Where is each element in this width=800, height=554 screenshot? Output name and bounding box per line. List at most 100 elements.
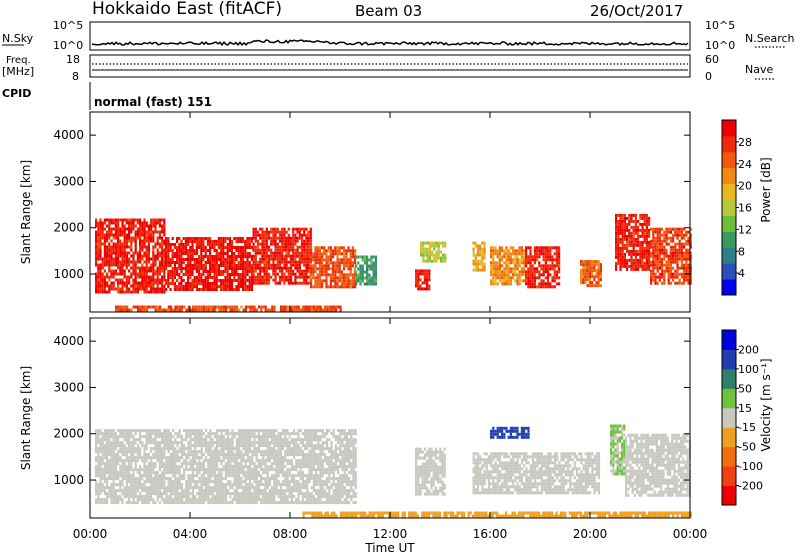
velocity-echo-cell bbox=[130, 429, 133, 433]
power-echo-cell bbox=[246, 243, 249, 246]
velocity-echo-cell bbox=[196, 480, 199, 484]
velocity-echo-cell bbox=[119, 474, 122, 478]
power-echo-cell bbox=[630, 216, 633, 220]
power-echo-cell bbox=[312, 252, 315, 256]
power-echo-cell bbox=[540, 285, 543, 289]
power-echo-cell bbox=[621, 261, 624, 265]
power-echo-cell bbox=[239, 255, 242, 258]
velocity-echo-cell bbox=[99, 444, 102, 448]
velocity-echo-cell bbox=[253, 435, 256, 439]
velocity-echo-cell bbox=[253, 492, 256, 496]
power-echo-cell bbox=[287, 248, 290, 252]
power-echo-cell bbox=[283, 242, 286, 246]
velocity-echo-cell bbox=[134, 456, 137, 460]
power-echo-cell bbox=[498, 273, 501, 277]
power-echo-cell bbox=[345, 255, 348, 259]
power-echo-cell bbox=[599, 275, 602, 279]
velocity-echo-cell bbox=[178, 429, 181, 433]
velocity-echo-cell bbox=[222, 447, 225, 451]
power-echo-cell bbox=[310, 305, 313, 309]
power-echo-cell bbox=[123, 254, 126, 258]
power-echo-cell bbox=[305, 272, 308, 276]
power-echo-cell bbox=[316, 273, 319, 277]
power-echo-cell bbox=[354, 252, 357, 256]
velocity-echo-cell bbox=[260, 450, 263, 454]
power-echo-cell bbox=[520, 249, 523, 253]
power-echo-cell bbox=[591, 284, 594, 288]
power-echo-cell bbox=[103, 233, 106, 237]
velocity-echo-cell bbox=[169, 453, 172, 457]
velocity-echo-cell bbox=[200, 447, 203, 451]
velocity-echo-cell bbox=[242, 495, 245, 499]
power-echo-cell bbox=[103, 251, 106, 255]
power-echo-cell bbox=[687, 230, 690, 234]
power-echo-cell bbox=[476, 250, 480, 254]
velocity-echo-cell bbox=[141, 501, 144, 505]
velocity-echo-cell bbox=[220, 462, 223, 466]
power-echo-cell bbox=[667, 275, 670, 279]
power-echo-cell bbox=[540, 282, 543, 286]
velocity-echo-cell bbox=[255, 465, 258, 469]
power-echo-cell bbox=[176, 279, 179, 282]
velocity-echo-cell bbox=[95, 432, 98, 436]
power-echo-cell bbox=[173, 270, 176, 273]
power-echo-cell bbox=[215, 279, 218, 282]
velocity-echo-cell bbox=[233, 492, 236, 496]
velocity-echo-cell bbox=[123, 429, 126, 433]
velocity-echo-cell bbox=[229, 483, 232, 487]
power-echo-cell bbox=[507, 255, 510, 259]
velocity-echo-cell bbox=[167, 432, 170, 436]
power-echo-cell bbox=[125, 254, 128, 258]
velocity-echo-cell bbox=[97, 486, 100, 490]
velocity-echo-cell bbox=[213, 486, 216, 490]
power-echo-cell bbox=[184, 243, 187, 246]
power-echo-cell bbox=[176, 270, 179, 273]
power-echo-cell bbox=[442, 253, 445, 257]
velocity-echo-cell bbox=[198, 438, 201, 442]
power-echo-cell bbox=[128, 290, 131, 294]
velocity-echo-cell bbox=[117, 483, 120, 487]
power-echo-cell bbox=[191, 273, 194, 276]
velocity-echo-cell bbox=[121, 498, 124, 502]
velocity-echo-cell bbox=[156, 471, 159, 475]
power-echo-cell bbox=[167, 305, 170, 309]
power-echo-cell bbox=[520, 258, 523, 262]
velocity-echo-cell bbox=[136, 444, 139, 448]
power-echo-cell bbox=[158, 242, 161, 246]
velocity-echo-cell bbox=[174, 486, 177, 490]
velocity-echo-cell bbox=[158, 429, 161, 433]
velocity-echo-cell bbox=[134, 447, 137, 451]
velocity-echo-cell bbox=[207, 471, 210, 475]
power-echo-cell bbox=[200, 273, 203, 276]
power-echo-cell bbox=[595, 281, 598, 285]
velocity-echo-cell bbox=[200, 489, 203, 493]
power-echo-cell bbox=[167, 276, 170, 279]
velocity-echo-cell bbox=[156, 456, 159, 460]
power-echo-cell bbox=[503, 261, 506, 265]
power-echo-cell bbox=[621, 213, 624, 217]
velocity-echo-cell bbox=[150, 441, 153, 445]
power-echo-cell bbox=[285, 266, 288, 270]
velocity-echo-cell bbox=[167, 459, 170, 463]
power-echo-cell bbox=[220, 288, 223, 291]
power-echo-cell bbox=[623, 264, 626, 268]
power-echo-cell bbox=[220, 237, 223, 240]
power-echo-cell bbox=[648, 267, 651, 271]
power-echo-cell bbox=[143, 275, 146, 279]
power-echo-cell bbox=[272, 239, 275, 243]
velocity-echo-cell bbox=[130, 459, 133, 463]
power-echo-cell bbox=[125, 242, 128, 246]
velocity-echo-cell bbox=[154, 444, 157, 448]
velocity-echo-cell bbox=[121, 450, 124, 454]
velocity-echo-cell bbox=[121, 462, 124, 466]
power-echo-cell bbox=[553, 279, 556, 283]
velocity-echo-cell bbox=[235, 462, 238, 466]
velocity-echo-cell bbox=[169, 462, 172, 466]
power-echo-cell bbox=[656, 227, 659, 231]
power-echo-cell bbox=[112, 218, 115, 222]
power-echo-cell bbox=[152, 272, 155, 276]
power-echo-cell bbox=[283, 245, 286, 249]
velocity-echo-cell bbox=[216, 459, 219, 463]
velocity-echo-cell bbox=[240, 477, 243, 481]
power-echo-cell bbox=[276, 263, 279, 267]
